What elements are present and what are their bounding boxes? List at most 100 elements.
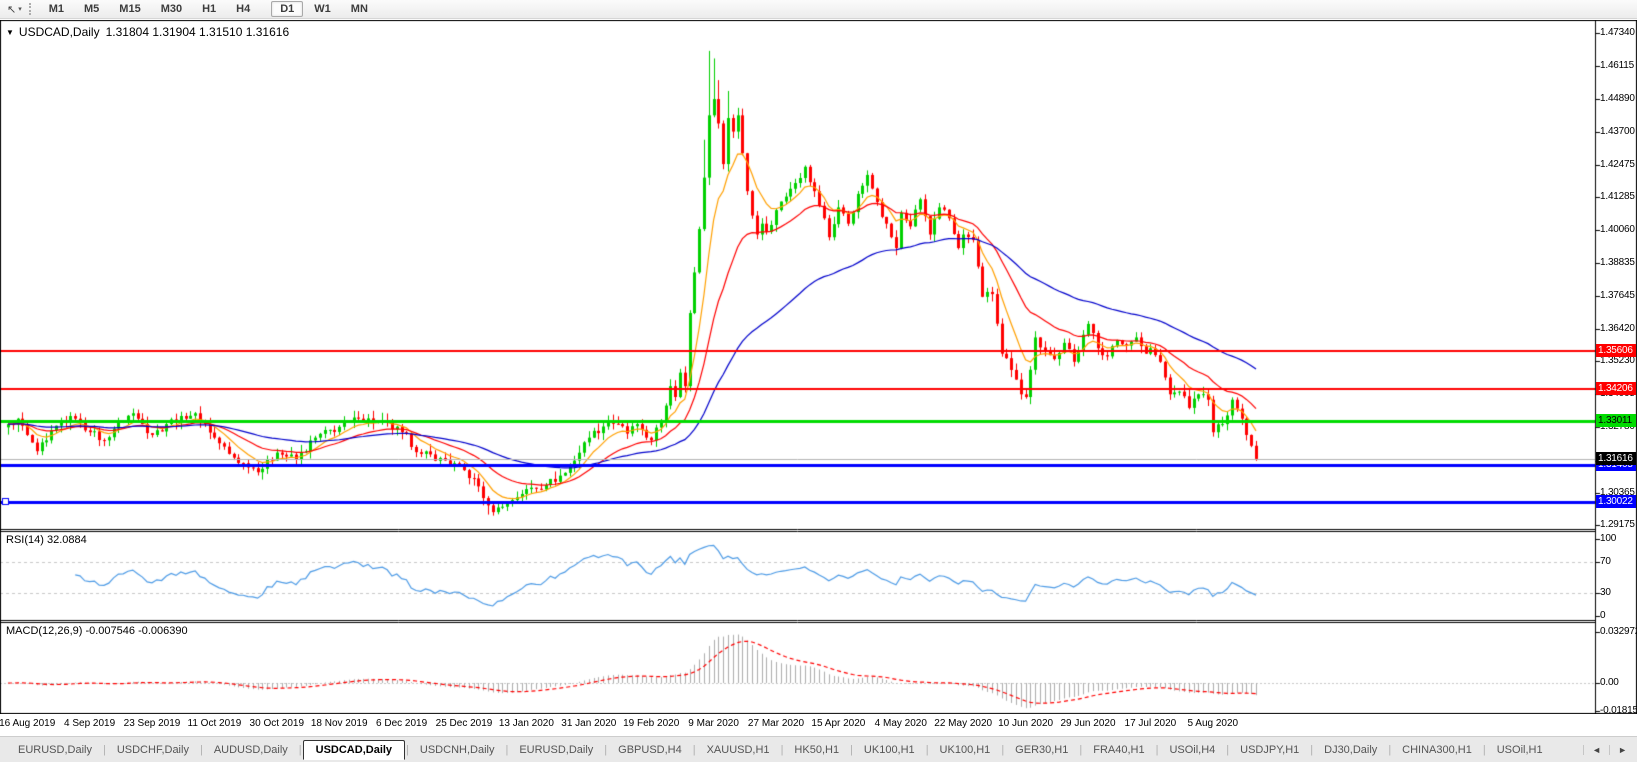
time-tick-label: 23 Sep 2019 xyxy=(123,718,181,729)
tabs-scroll-right-button[interactable]: ► xyxy=(1609,744,1627,755)
timeframe-h4-button[interactable]: H4 xyxy=(236,2,251,15)
tab-usdcnh-daily[interactable]: USDCNH,Daily xyxy=(419,743,495,756)
macd-tick-label: 0.032972 xyxy=(1600,626,1637,637)
time-tick-label: 25 Dec 2019 xyxy=(435,718,493,729)
toolbar-grip[interactable] xyxy=(28,3,33,15)
time-tick-label: 18 Nov 2019 xyxy=(310,718,368,729)
price-line-label: 1.35606 xyxy=(1596,344,1636,357)
time-tick-label: 10 Jun 2020 xyxy=(998,718,1054,729)
price-tick-label: 1.43700 xyxy=(1600,126,1635,137)
timeframe-m1-button[interactable]: M1 xyxy=(48,2,65,15)
timeframe-buttons: M1 M5 M15 M30 H1 H4 D1 W1 MN xyxy=(39,0,388,17)
rsi-indicator-label: RSI(14) 32.0884 xyxy=(6,534,87,546)
price-tick-label: 1.40060 xyxy=(1600,224,1635,235)
price-tick-label: 1.44890 xyxy=(1600,93,1635,104)
price-tick-label: 1.36420 xyxy=(1600,323,1635,334)
price-tick-label: 1.35230 xyxy=(1600,355,1635,366)
time-tick-label: 19 Feb 2020 xyxy=(623,718,680,729)
time-tick-label: 16 Aug 2019 xyxy=(0,718,56,729)
tab-separator: | xyxy=(1310,743,1314,756)
time-tick-label: 11 Oct 2019 xyxy=(187,718,242,729)
timeframe-w1-button[interactable]: W1 xyxy=(314,2,331,15)
time-tick-label: 4 May 2020 xyxy=(874,718,927,729)
time-tick-label: 22 May 2020 xyxy=(934,718,993,729)
time-tick-label: 27 Mar 2020 xyxy=(747,718,805,729)
rsi-tick-label: 30 xyxy=(1600,587,1611,598)
current-price-label: 1.31616 xyxy=(1596,452,1636,465)
tab-separator: | xyxy=(199,743,203,756)
tab-audusd-daily[interactable]: AUDUSD,Daily xyxy=(213,743,288,756)
price-tick-label: 1.38835 xyxy=(1600,257,1635,268)
timeframe-toolbar: ↖ ▾ M1 M5 M15 M30 H1 H4 D1 W1 MN xyxy=(0,0,1637,19)
price-tick-label: 1.29175 xyxy=(1600,519,1635,530)
tab-usdjpy-h1[interactable]: USDJPY,H1 xyxy=(1240,743,1300,756)
timeframe-d1-button[interactable]: D1 xyxy=(271,0,304,17)
price-tick-label: 1.41285 xyxy=(1600,191,1635,202)
tab-eurusd-daily[interactable]: EURUSD,Daily xyxy=(18,743,92,756)
timeframe-m15-button[interactable]: M15 xyxy=(119,2,141,15)
tab-separator: | xyxy=(925,743,929,756)
time-tick-label: 17 Jul 2020 xyxy=(1124,718,1177,729)
price-line-label: 1.33011 xyxy=(1596,414,1636,427)
tab-separator: | xyxy=(850,743,853,756)
tab-china300-h1[interactable]: CHINA300,H1 xyxy=(1402,743,1472,756)
chart-symbol: USDCAD,Daily xyxy=(18,25,100,39)
tabs-scroll-buttons: ◄ ► xyxy=(1583,744,1637,755)
price-tick-label: 1.37645 xyxy=(1600,290,1635,301)
timeframe-m5-button[interactable]: M5 xyxy=(84,2,100,15)
tab-eurusd-daily[interactable]: EURUSD,Daily xyxy=(519,743,594,756)
time-tick-label: 29 Jun 2020 xyxy=(1060,718,1116,729)
rsi-tick-label: 70 xyxy=(1600,556,1611,567)
time-tick-label: 30 Oct 2019 xyxy=(249,718,305,729)
tab-ger30-h1[interactable]: GER30,H1 xyxy=(1015,743,1069,756)
timeframe-m30-button[interactable]: M30 xyxy=(160,2,183,15)
tab-separator: | xyxy=(102,743,106,756)
tab-usoil-h4[interactable]: USOil,H4 xyxy=(1169,743,1216,756)
time-tick-label: 15 Apr 2020 xyxy=(811,718,866,729)
tab-separator: | xyxy=(692,743,696,756)
pointer-tool-icon[interactable]: ↖ ▾ xyxy=(7,3,22,16)
price-tick-label: 1.46115 xyxy=(1600,60,1635,71)
collapse-triangle-icon[interactable]: ▼ xyxy=(6,28,14,37)
tab-separator: | xyxy=(1482,743,1486,756)
tab-separator: | xyxy=(1388,743,1392,756)
price-tick-label: 1.30365 xyxy=(1600,487,1635,498)
rsi-tick-label: 0 xyxy=(1600,610,1606,621)
chart-title: ▼ USDCAD,Daily 1.31804 1.31904 1.31510 1.3… xyxy=(6,25,295,39)
tabs-scroll-left-button[interactable]: ◄ xyxy=(1583,744,1601,755)
tab-separator: | xyxy=(406,743,409,756)
tab-uk100-h1[interactable]: UK100,H1 xyxy=(939,743,991,756)
timeframe-mn-button[interactable]: MN xyxy=(350,2,368,15)
price-chart-canvas[interactable] xyxy=(0,20,1637,714)
time-axis[interactable]: 16 Aug 2019 4 Sep 2019 23 Sep 2019 11 Oct 2… xyxy=(0,714,1637,736)
chart-ohlc-values: 1.31804 1.31904 1.31510 1.31616 xyxy=(105,25,290,39)
tab-dj30-daily[interactable]: DJ30,Daily xyxy=(1324,743,1378,756)
tab-separator: | xyxy=(505,743,509,756)
macd-tick-label: 0.00 xyxy=(1600,677,1619,688)
time-tick-label: 4 Sep 2019 xyxy=(64,718,116,729)
tab-fra40-h1[interactable]: FRA40,H1 xyxy=(1093,743,1145,756)
chart-window: ▼ USDCAD,Daily 1.31804 1.31904 1.31510 1.3… xyxy=(0,20,1637,716)
macd-indicator-label: MACD(12,26,9) -0.007546 -0.006390 xyxy=(6,625,188,637)
tab-uk100-h1[interactable]: UK100,H1 xyxy=(863,743,915,756)
tab-separator: | xyxy=(1226,743,1230,756)
tab-usoil-h1[interactable]: USOil,H1 xyxy=(1496,743,1543,756)
chevron-down-icon: ▾ xyxy=(18,6,22,13)
tab-gbpusd-h4[interactable]: GBPUSD,H4 xyxy=(618,743,682,756)
chart-tabs: EURUSD,Daily | USDCHF,Daily | AUDUSD,Daily | U… xyxy=(8,737,1553,762)
tab-separator: | xyxy=(604,743,608,756)
tab-separator: | xyxy=(1155,743,1159,756)
time-tick-label: 6 Dec 2019 xyxy=(376,718,428,729)
price-tick-label: 1.42475 xyxy=(1600,159,1635,170)
timeframe-h1-button[interactable]: H1 xyxy=(202,2,217,15)
price-line-label: 1.30022 xyxy=(1596,495,1636,508)
macd-tick-label: -0.018154 xyxy=(1600,705,1637,716)
tab-usdcad-daily[interactable]: USDCAD,Daily xyxy=(302,739,406,760)
tab-hk50-h1[interactable]: HK50,H1 xyxy=(794,743,840,756)
tab-usdchf-daily[interactable]: USDCHF,Daily xyxy=(116,743,189,756)
tab-separator: | xyxy=(1001,743,1005,756)
tab-xauusd-h1[interactable]: XAUUSD,H1 xyxy=(706,743,770,756)
price-line-label: 1.34206 xyxy=(1596,382,1636,395)
rsi-tick-label: 100 xyxy=(1600,533,1617,544)
